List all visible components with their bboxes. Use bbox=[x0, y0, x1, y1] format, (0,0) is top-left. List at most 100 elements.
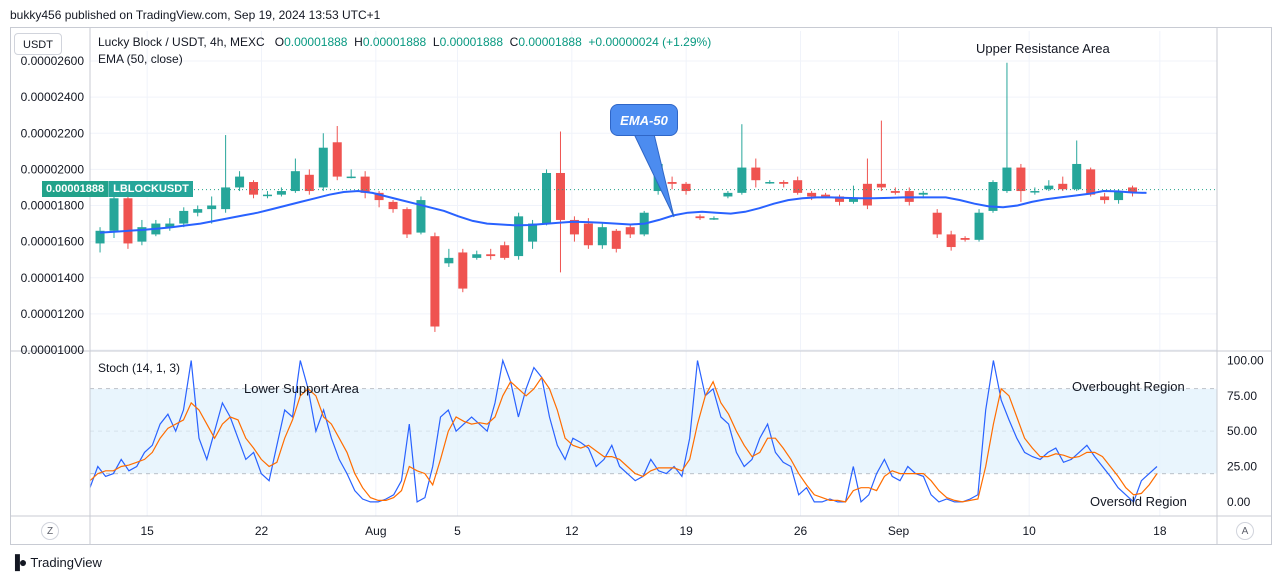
candle-body bbox=[709, 218, 719, 220]
overbought-label: Overbought Region bbox=[1072, 379, 1185, 394]
candle-body bbox=[95, 230, 105, 244]
candle-body bbox=[472, 254, 482, 258]
last-price-symbol: LBLOCKUSDT bbox=[108, 181, 193, 197]
candle-body bbox=[444, 257, 454, 264]
candle-body bbox=[193, 209, 203, 213]
open-value: 0.00001888 bbox=[284, 35, 348, 49]
price-tick-label: 0.00001600 bbox=[21, 235, 85, 249]
last-price-value: 0.00001888 bbox=[46, 183, 105, 195]
candle-body bbox=[862, 183, 872, 206]
candle-body bbox=[988, 182, 998, 211]
candle-body bbox=[514, 216, 524, 257]
time-tick-label: 19 bbox=[679, 524, 693, 538]
time-tick-label: Aug bbox=[365, 524, 386, 538]
candle-body bbox=[876, 183, 886, 188]
stoch-legend[interactable]: Stoch (14, 1, 3) bbox=[98, 361, 181, 375]
candle-body bbox=[667, 182, 677, 184]
candle-body bbox=[890, 191, 900, 193]
candle-body bbox=[235, 176, 245, 188]
stoch-lines bbox=[89, 358, 1158, 504]
high-value: 0.00001888 bbox=[362, 35, 427, 49]
stoch-tick-label: 50.00 bbox=[1227, 424, 1257, 438]
candle-body bbox=[402, 209, 412, 235]
candle-body bbox=[779, 182, 789, 184]
candle-body bbox=[304, 174, 314, 192]
candle-body bbox=[946, 234, 956, 248]
candle-body bbox=[569, 219, 579, 235]
low-value: 0.00001888 bbox=[439, 35, 503, 49]
candle-body bbox=[1086, 169, 1096, 195]
candle-body bbox=[318, 147, 328, 188]
candle-body bbox=[165, 223, 175, 228]
candle-body bbox=[737, 167, 747, 193]
stoch-band-fill bbox=[90, 388, 1217, 474]
oversold-label: Oversold Region bbox=[1090, 494, 1187, 509]
candle-body bbox=[1058, 183, 1068, 190]
candle-body bbox=[821, 194, 831, 197]
high-label: H bbox=[354, 35, 363, 49]
candle-body bbox=[1114, 191, 1124, 201]
stoch-k-line bbox=[89, 358, 1158, 504]
candle-body bbox=[918, 192, 928, 195]
candle-body bbox=[555, 172, 565, 220]
candle-body bbox=[388, 201, 398, 210]
close-label: C bbox=[509, 35, 519, 49]
candle-body bbox=[681, 183, 691, 192]
symbol-legend: Lucky Block / USDT, 4h, MEXC O0.00001888… bbox=[98, 35, 711, 49]
candle-body bbox=[611, 230, 621, 249]
time-tick-label: 15 bbox=[140, 524, 154, 538]
upper-resistance-label: Upper Resistance Area bbox=[976, 41, 1110, 56]
candle-body bbox=[374, 192, 384, 201]
candle-body bbox=[542, 172, 552, 224]
price-tick-label: 0.00002400 bbox=[21, 90, 85, 104]
open-label: O bbox=[274, 35, 285, 49]
ema-line bbox=[90, 189, 1217, 234]
candle-body bbox=[486, 254, 496, 257]
candle-body bbox=[597, 227, 607, 246]
candle-body bbox=[1128, 187, 1138, 193]
time-tick-label: 18 bbox=[1153, 524, 1167, 538]
tradingview-wordmark: TradingView bbox=[30, 554, 102, 570]
stoch-band bbox=[90, 388, 1217, 474]
chart-frame bbox=[10, 27, 1272, 545]
price-tick-label: 0.00002600 bbox=[21, 54, 85, 68]
price-tick-label: 0.00001000 bbox=[21, 343, 85, 357]
stoch-tick-label: 75.00 bbox=[1227, 389, 1257, 403]
ema-legend[interactable]: EMA (50, close) bbox=[98, 52, 183, 66]
candle-body bbox=[1044, 185, 1054, 190]
timezone-button[interactable]: Z bbox=[41, 522, 59, 540]
ema-callout-pointer bbox=[633, 133, 675, 218]
candle-body bbox=[765, 182, 775, 184]
stoch-tick-label: 0.00 bbox=[1227, 495, 1251, 509]
candle-body bbox=[932, 212, 942, 235]
low-label: L bbox=[432, 35, 440, 49]
candle-body bbox=[262, 194, 272, 197]
candle-body bbox=[695, 216, 705, 219]
tradingview-logo: ▐● TradingView bbox=[10, 554, 102, 570]
price-tick-label: 0.00001800 bbox=[21, 199, 85, 213]
candle-body bbox=[179, 210, 189, 224]
candle-body bbox=[249, 182, 259, 195]
price-axis-ticks: 0.00001000 0.00001200 0.00001400 0.00001600… bbox=[21, 54, 85, 357]
close-value: 0.00001888 bbox=[518, 35, 582, 49]
price-tick-label: 0.00001400 bbox=[21, 271, 85, 285]
currency-button[interactable]: USDT bbox=[14, 33, 62, 55]
time-axis-ticks: 15 22 Aug 5 12 19 26 Sep 10 18 bbox=[140, 524, 1166, 538]
candle-body bbox=[625, 227, 635, 235]
symbol-name: Lucky Block / USDT, 4h, MEXC bbox=[98, 35, 265, 49]
candle-body bbox=[346, 176, 356, 179]
candle-body bbox=[835, 196, 845, 202]
candle-body bbox=[123, 198, 133, 244]
candle-body bbox=[290, 171, 300, 192]
candle-body bbox=[1002, 167, 1012, 192]
time-tick-label: 22 bbox=[255, 524, 269, 538]
auto-scale-button[interactable]: A bbox=[1236, 522, 1254, 540]
price-tick-label: 0.00001200 bbox=[21, 307, 85, 321]
stoch-tick-label: 25.00 bbox=[1227, 460, 1257, 474]
time-tick-label: Sep bbox=[888, 524, 910, 538]
candle-body bbox=[723, 192, 733, 197]
tradingview-mark-icon: ▐● bbox=[10, 554, 27, 570]
axes bbox=[11, 28, 1271, 544]
price-tick-label: 0.00002000 bbox=[21, 162, 85, 176]
